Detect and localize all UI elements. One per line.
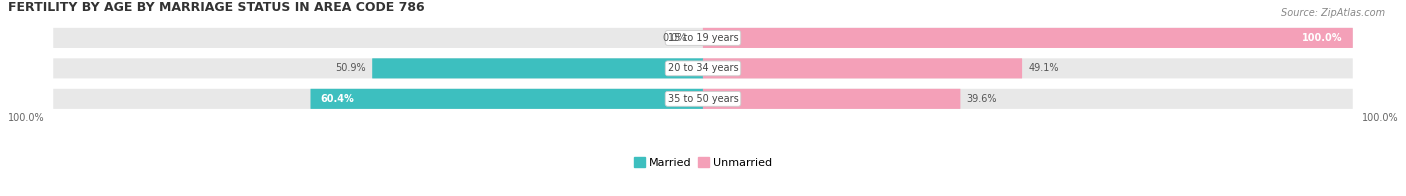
Text: 20 to 34 years: 20 to 34 years [668, 63, 738, 73]
FancyBboxPatch shape [703, 58, 1353, 78]
FancyBboxPatch shape [703, 89, 960, 109]
Text: 35 to 50 years: 35 to 50 years [668, 94, 738, 104]
FancyBboxPatch shape [703, 28, 1353, 48]
FancyBboxPatch shape [373, 58, 703, 78]
Text: 15 to 19 years: 15 to 19 years [668, 33, 738, 43]
Legend: Married, Unmarried: Married, Unmarried [630, 153, 776, 172]
FancyBboxPatch shape [703, 58, 1022, 78]
Text: 49.1%: 49.1% [1028, 63, 1059, 73]
FancyBboxPatch shape [53, 28, 703, 48]
Text: 39.6%: 39.6% [967, 94, 997, 104]
FancyBboxPatch shape [703, 28, 1353, 48]
Text: 100.0%: 100.0% [1302, 33, 1343, 43]
Text: 100.0%: 100.0% [1361, 113, 1398, 123]
Text: Source: ZipAtlas.com: Source: ZipAtlas.com [1281, 8, 1385, 18]
Text: 60.4%: 60.4% [321, 94, 354, 104]
Text: FERTILITY BY AGE BY MARRIAGE STATUS IN AREA CODE 786: FERTILITY BY AGE BY MARRIAGE STATUS IN A… [8, 1, 425, 14]
Text: 100.0%: 100.0% [8, 113, 45, 123]
FancyBboxPatch shape [53, 58, 703, 78]
FancyBboxPatch shape [311, 89, 703, 109]
FancyBboxPatch shape [53, 89, 703, 109]
FancyBboxPatch shape [703, 89, 1353, 109]
Text: 0.0%: 0.0% [662, 33, 686, 43]
Text: 50.9%: 50.9% [335, 63, 366, 73]
